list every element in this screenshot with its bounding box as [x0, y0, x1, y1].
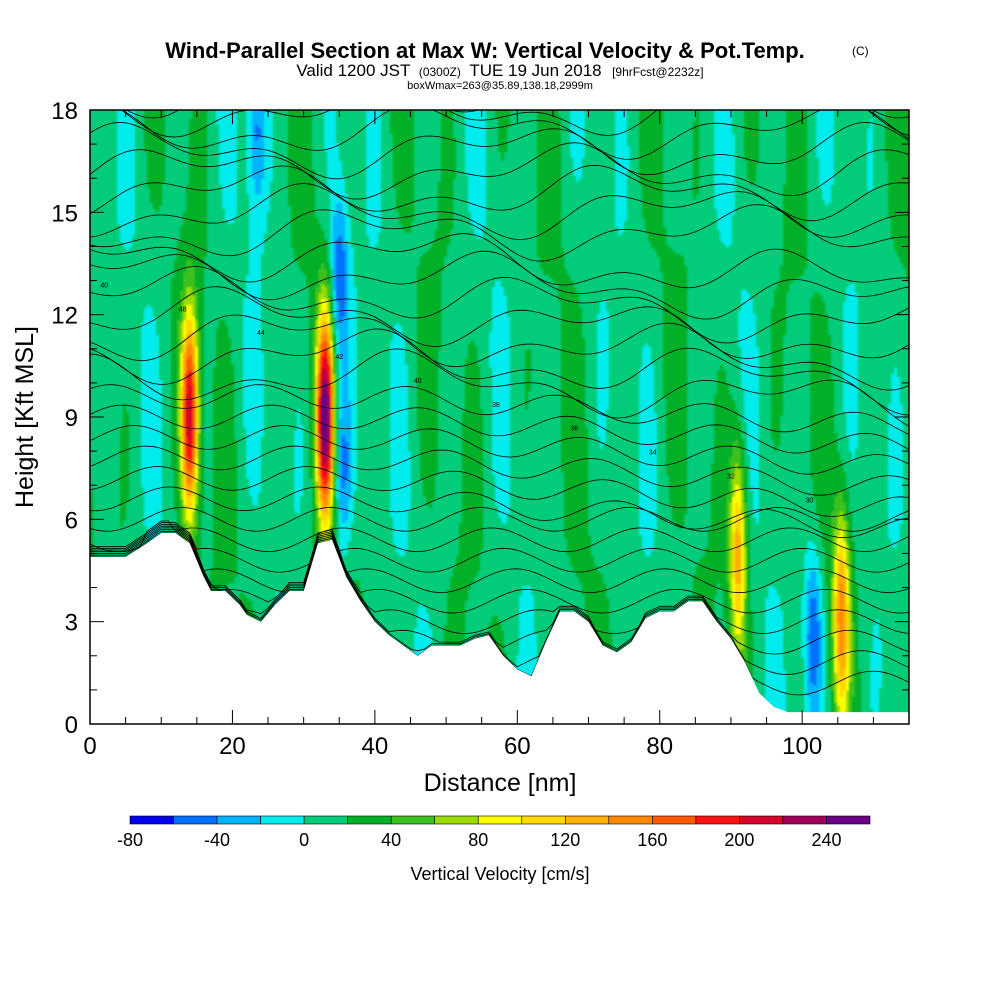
- theta-contour: [90, 445, 909, 496]
- theta-contour-label: 48: [179, 306, 187, 313]
- y-axis-tick-labels: 0 3 6 9 12 15 18: [51, 98, 78, 739]
- theta-contour: [90, 233, 909, 289]
- theta-contour: [90, 286, 909, 359]
- subtitle-valid-date: TUE 19 Jun 2018: [469, 61, 601, 80]
- theta-contour-label: 34: [649, 450, 657, 457]
- colorbar-segment: [303, 815, 348, 825]
- colorbar-tick-label: -80: [117, 830, 143, 850]
- theta-contour: [90, 348, 909, 427]
- y-tick-label: 12: [51, 303, 78, 330]
- x-tick-label: 40: [362, 733, 389, 760]
- plot-area: 40 48 44 42 40 38 36 34 32 30: [89, 109, 910, 725]
- x-tick-label: 20: [219, 733, 246, 760]
- theta-contour: [120, 110, 909, 160]
- colorbar-tick-label: 200: [724, 830, 754, 850]
- theta-contour: [90, 527, 909, 634]
- theta-contour: [90, 525, 909, 614]
- theta-contour: [90, 529, 909, 655]
- y-tick-label: 15: [51, 200, 78, 227]
- theta-contour: [90, 506, 909, 532]
- colorbar-segment: [652, 815, 697, 825]
- theta-contour: [90, 466, 909, 517]
- theta-contour-label: 42: [335, 354, 343, 361]
- chart-title-suffix: (C): [852, 44, 869, 58]
- theta-contour: [90, 486, 909, 539]
- x-axis-tick-labels: 0 20 40 60 80 100: [83, 733, 822, 760]
- y-tick-label: 18: [51, 98, 78, 125]
- colorbar-tick-label: 160: [637, 830, 667, 850]
- terrain-mask: [90, 533, 909, 724]
- colorbar-segment: [390, 815, 436, 825]
- theta-contour: [90, 164, 909, 222]
- chart-subtitle: Valid 1200 JST (0300Z) TUE 19 Jun 2018 […: [296, 61, 703, 80]
- theta-contour-label: 38: [492, 402, 500, 409]
- subtitle-valid-prefix: Valid 1200 JST: [296, 61, 410, 80]
- theta-contour: [90, 204, 909, 262]
- colorbar-tick-label: 240: [811, 830, 841, 850]
- colorbar-segment: [826, 815, 871, 825]
- y-tick-label: 0: [65, 712, 78, 739]
- y-tick-label: 3: [65, 610, 78, 637]
- colorbar-segment: [782, 815, 827, 825]
- x-axis-title: Distance [nm]: [424, 769, 577, 797]
- colorbar-tick-label: 120: [550, 830, 580, 850]
- colorbar-segment: [216, 815, 261, 825]
- theta-contour: [90, 404, 909, 454]
- colorbar-segment: [347, 815, 392, 825]
- theta-contour-label: 32: [727, 473, 735, 480]
- theta-contour: [90, 524, 909, 594]
- theta-contour: [90, 121, 909, 180]
- colorbar: [129, 815, 871, 825]
- theta-contour: [90, 522, 909, 573]
- theta-contour-label: 40: [414, 378, 422, 385]
- potential-temperature-contours: [90, 110, 909, 696]
- x-tick-label: 60: [504, 733, 531, 760]
- theta-contour: [90, 384, 909, 435]
- y-tick-label: 6: [65, 507, 78, 534]
- colorbar-tick-label: 0: [299, 830, 309, 850]
- colorbar-segment: [564, 815, 610, 825]
- colorbar-title: Vertical Velocity [cm/s]: [410, 864, 589, 884]
- plot-frame: [89, 109, 910, 725]
- x-tick-label: 80: [646, 733, 673, 760]
- chart-box-info: boxWmax=263@35.89,138.18,2999m: [407, 80, 593, 92]
- theta-contour: [90, 314, 909, 391]
- colorbar-segment: [695, 815, 740, 825]
- colorbar-segment: [521, 815, 566, 825]
- colorbar-segment: [608, 815, 653, 825]
- colorbar-segment: [260, 815, 305, 825]
- y-axis-title: Height [Kft MSL]: [11, 326, 39, 508]
- colorbar-segment: [434, 815, 479, 825]
- theta-contour: [90, 250, 909, 320]
- contour-labels: 40 48 44 42 40 38 36 34 32 30: [100, 282, 813, 504]
- chart-title: Wind-Parallel Section at Max W: Vertical…: [165, 38, 805, 63]
- colorbar-segment: [739, 815, 784, 825]
- colorbar-tick-label: 40: [381, 830, 401, 850]
- theta-contour: [120, 110, 909, 138]
- theta-contour: [90, 328, 909, 416]
- theta-contour-label: 44: [257, 330, 265, 337]
- colorbar-tick-label: -40: [204, 830, 230, 850]
- x-tick-label: 0: [83, 733, 96, 760]
- theta-contour-label: 40: [100, 282, 108, 289]
- theta-contour-label: 30: [805, 497, 813, 504]
- theta-contour: [90, 142, 909, 200]
- theta-contour: [90, 520, 909, 553]
- subtitle-forecast: [9hrFcst@2232z]: [612, 65, 704, 79]
- colorbar-segment: [173, 815, 218, 825]
- colorbar-segment: [477, 815, 523, 825]
- colorbar-tick-labels: -80 -40 0 40 80 120 160 200 240: [117, 830, 842, 850]
- theta-contour-label: 36: [570, 426, 578, 433]
- theta-contour: [90, 530, 909, 675]
- y-tick-label: 9: [65, 405, 78, 432]
- theta-contour: [90, 266, 909, 344]
- colorbar-segment: [129, 815, 174, 825]
- subtitle-valid-utc: (0300Z): [419, 65, 461, 79]
- theta-contour: [90, 425, 909, 475]
- x-tick-label: 100: [782, 733, 822, 760]
- colorbar-tick-label: 80: [468, 830, 488, 850]
